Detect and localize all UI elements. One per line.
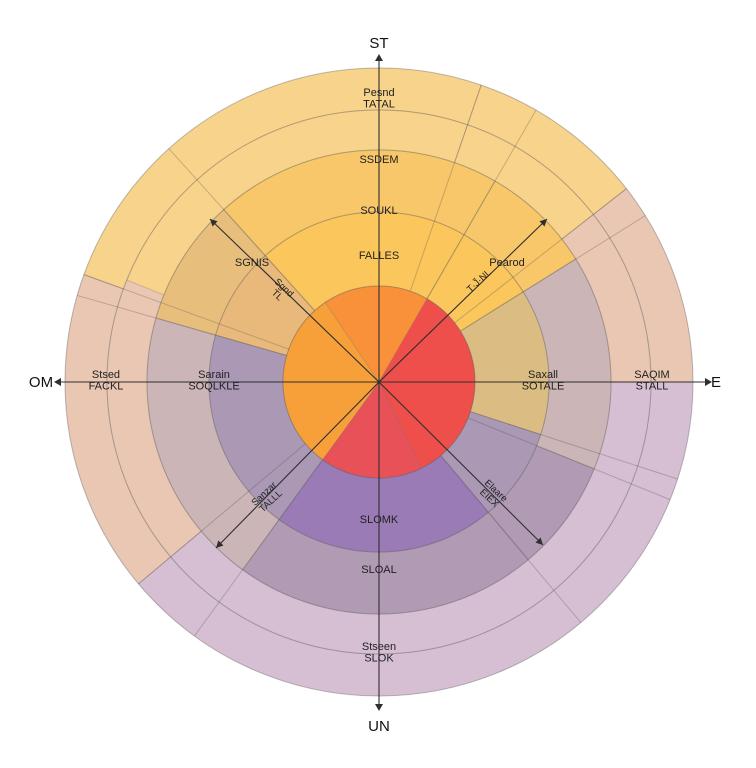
horizontal-axis-head-right [705,378,712,386]
core-sector-north [324,285,428,383]
outer-bottom-line-2: SLOK [364,653,394,665]
inner-top-1-label: SOUKL [360,205,397,217]
core-sector-southwest [282,381,380,461]
core-sector-southeast [378,381,476,469]
right-outer-line-1: SAQIM [634,369,669,381]
sector-divider-9 [467,417,671,501]
left-outer-label: Stsed FACKL [89,369,124,393]
upper-left-label: SGNIS [235,257,269,269]
outer-top-label: Pesnd TATAL [363,87,395,111]
diagonal-lower-right-head [535,537,543,545]
core-sector-south [321,381,422,479]
left-outer-line-1: Stsed [92,369,120,381]
left-inner-label: Sarain SOQLKLE [188,369,239,393]
right-inner-line-2: SOTALE [522,381,565,393]
diagonal-upper-left [209,218,380,383]
inner-top-1-line-1: SOUKL [360,205,397,217]
south-label: UN [368,718,390,735]
mid-top-line-1: SSDEM [359,154,398,166]
lower-inner-1-label: SLOMK [360,514,399,526]
upper-right-label: Pearod [489,257,524,269]
vertical-axis-head-bottom [375,704,383,711]
sector-divider-12 [194,459,323,637]
lower-inner-2-line-1: SLOAL [361,564,396,576]
vertical-axis-head-top [375,54,383,61]
outer-bottom-line-1: Stseen [362,641,396,653]
inner-top-2-label: FALLES [359,250,399,262]
diagonal-lower-left-head [216,540,224,548]
sector-divider-4 [426,109,537,300]
inner-top-2-line-1: FALLES [359,250,399,262]
right-outer-line-2: STALL [636,381,669,393]
right-inner-label: Saxall SOTALE [522,369,565,393]
upper-right-line-1: Pearod [489,257,524,269]
sector-divider-1 [77,294,287,357]
outer-bottom-label: Stseen SLOK [362,641,396,665]
core-sector-northeast [378,298,476,383]
outer-top-line-1: Pesnd [363,87,394,99]
north-label: ST [369,35,388,52]
sector-divider-8 [470,411,678,480]
sector-divider-13 [138,443,306,585]
sector-divider-6 [460,215,646,332]
diagonal-lower-left [215,381,380,549]
west-label: OM [29,374,53,391]
sector-divider-14 [83,274,289,350]
lower-inner-1-line-1: SLOMK [360,514,399,526]
upper-left-line-1: SGNIS [235,257,269,269]
sector-divider-3 [409,84,482,292]
sector-divider-10 [440,455,582,623]
mid-top-label: SSDEM [359,154,398,166]
left-inner-line-1: Sarain [198,369,230,381]
east-label: E [711,374,721,391]
left-outer-line-2: FACKL [89,381,124,393]
right-inner-line-1: Saxall [528,369,558,381]
diagonal-upper-right [378,218,548,383]
left-inner-line-2: SOQLKLE [188,381,239,393]
sector-divider-5 [454,188,627,324]
outer-top-line-2: TATAL [363,99,395,111]
diagonal-upper-left-head [210,219,218,227]
sector-divider-2 [168,148,316,311]
lower-inner-2-label: SLOAL [361,564,396,576]
diagonal-lower-right [378,381,544,546]
right-outer-label: SAQIM STALL [634,369,669,393]
sector-wheel-axes [54,54,712,711]
sector-wheel-sectors [64,67,694,697]
core-sector-west [282,301,380,383]
diagonal-upper-right-head [539,219,547,227]
horizontal-axis-head-left [54,378,61,386]
